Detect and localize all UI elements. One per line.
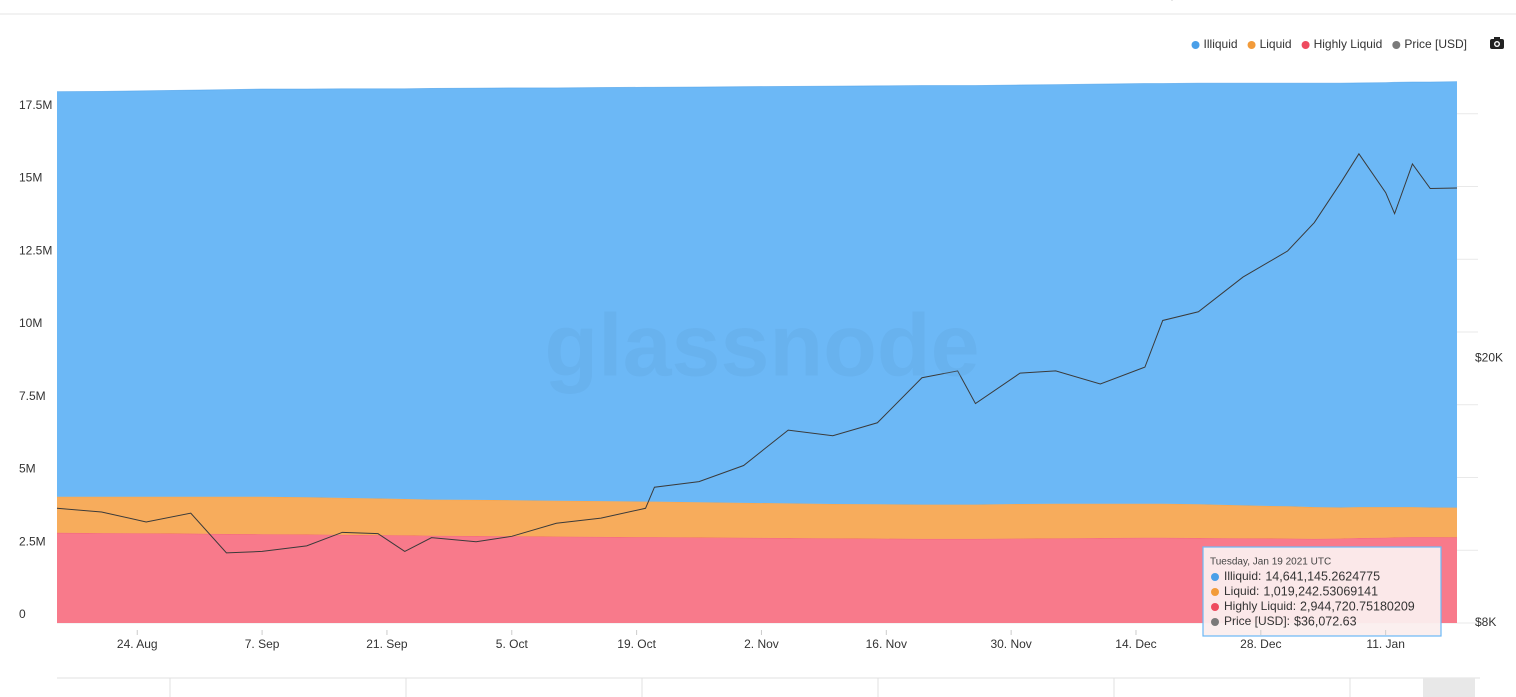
camera-icon[interactable]: [1490, 37, 1504, 49]
x-tick-label: 24. Aug: [117, 637, 158, 651]
legend[interactable]: Price [USD] Highly Liquid Liquid Illiquid: [1191, 37, 1467, 51]
tooltip-box: [1202, 546, 1442, 637]
tooltip-label: Price [USD]:: [1224, 614, 1290, 628]
y-tick-label: 2.5M: [19, 534, 46, 548]
x-tick-label: 2. Nov: [744, 637, 779, 651]
x-tick-label: 14. Dec: [1115, 637, 1156, 651]
plot-area: [56, 81, 1478, 624]
tooltip-value: 2,944,720.75180209: [1300, 599, 1415, 613]
tooltip-title: Tuesday, Jan 19 2021 UTC: [1210, 557, 1331, 568]
area: [57, 81, 1457, 508]
tooltip-label: Illiquid:: [1224, 569, 1261, 583]
legend-marker[interactable]: [1392, 41, 1401, 49]
x-tick-label: 28. Dec: [1240, 637, 1281, 651]
tooltip-label: Highly Liquid:: [1224, 599, 1296, 613]
x-tick-label: 21. Sep: [366, 637, 408, 651]
y-tick-label: 17.5M: [19, 98, 52, 112]
tooltip-value: 14,641,145.2624775: [1265, 569, 1380, 583]
y-tick-label: 15M: [19, 171, 42, 185]
watermark: glassnode: [544, 295, 979, 394]
legend-marker[interactable]: [1191, 41, 1200, 49]
tooltip-value: $36,072.63: [1294, 614, 1357, 628]
area-edge: [56, 81, 1458, 93]
legend-label[interactable]: Price [USD]: [1404, 37, 1467, 51]
y2-tick-label: $8K: [1475, 615, 1496, 629]
legend-label[interactable]: Liquid: [1260, 37, 1292, 51]
x-tick-label: 30. Nov: [990, 637, 1031, 651]
y-tick-label: 7.5M: [19, 389, 46, 403]
y-tick-label: 10M: [19, 316, 42, 330]
area-edge: [57, 496, 1458, 509]
tooltip-marker: [1211, 573, 1219, 581]
tooltip-marker: [1211, 603, 1219, 611]
price-line: [56, 152, 1458, 554]
y-tick-label: 12.5M: [19, 243, 52, 257]
legend-marker[interactable]: [1247, 41, 1256, 49]
legend-label[interactable]: Highly Liquid: [1314, 37, 1383, 51]
x-tick-label: 19. Oct: [617, 637, 656, 651]
x-tick-label: 16. Nov: [866, 637, 907, 651]
x-tick-label: 5. Oct: [496, 637, 529, 651]
tooltip-value: 1,019,242.53069141: [1263, 584, 1378, 598]
legend-label[interactable]: Illiquid: [1204, 37, 1238, 51]
area: [57, 496, 1457, 539]
y2-tick-label: $20K: [1475, 351, 1503, 365]
x-tick-label: 7. Sep: [245, 637, 280, 651]
y-tick-label: 0: [19, 607, 26, 621]
area: [57, 532, 1457, 623]
tooltip-label: Liquid:: [1224, 584, 1259, 598]
navigator[interactable]: [57, 677, 1480, 697]
y-tick-label: 5M: [19, 462, 36, 476]
x-tick-label: 11. Jan: [1366, 637, 1404, 651]
legend-marker[interactable]: [1301, 41, 1310, 49]
tooltip-marker: [1211, 588, 1219, 596]
tooltip-marker: [1211, 618, 1219, 626]
